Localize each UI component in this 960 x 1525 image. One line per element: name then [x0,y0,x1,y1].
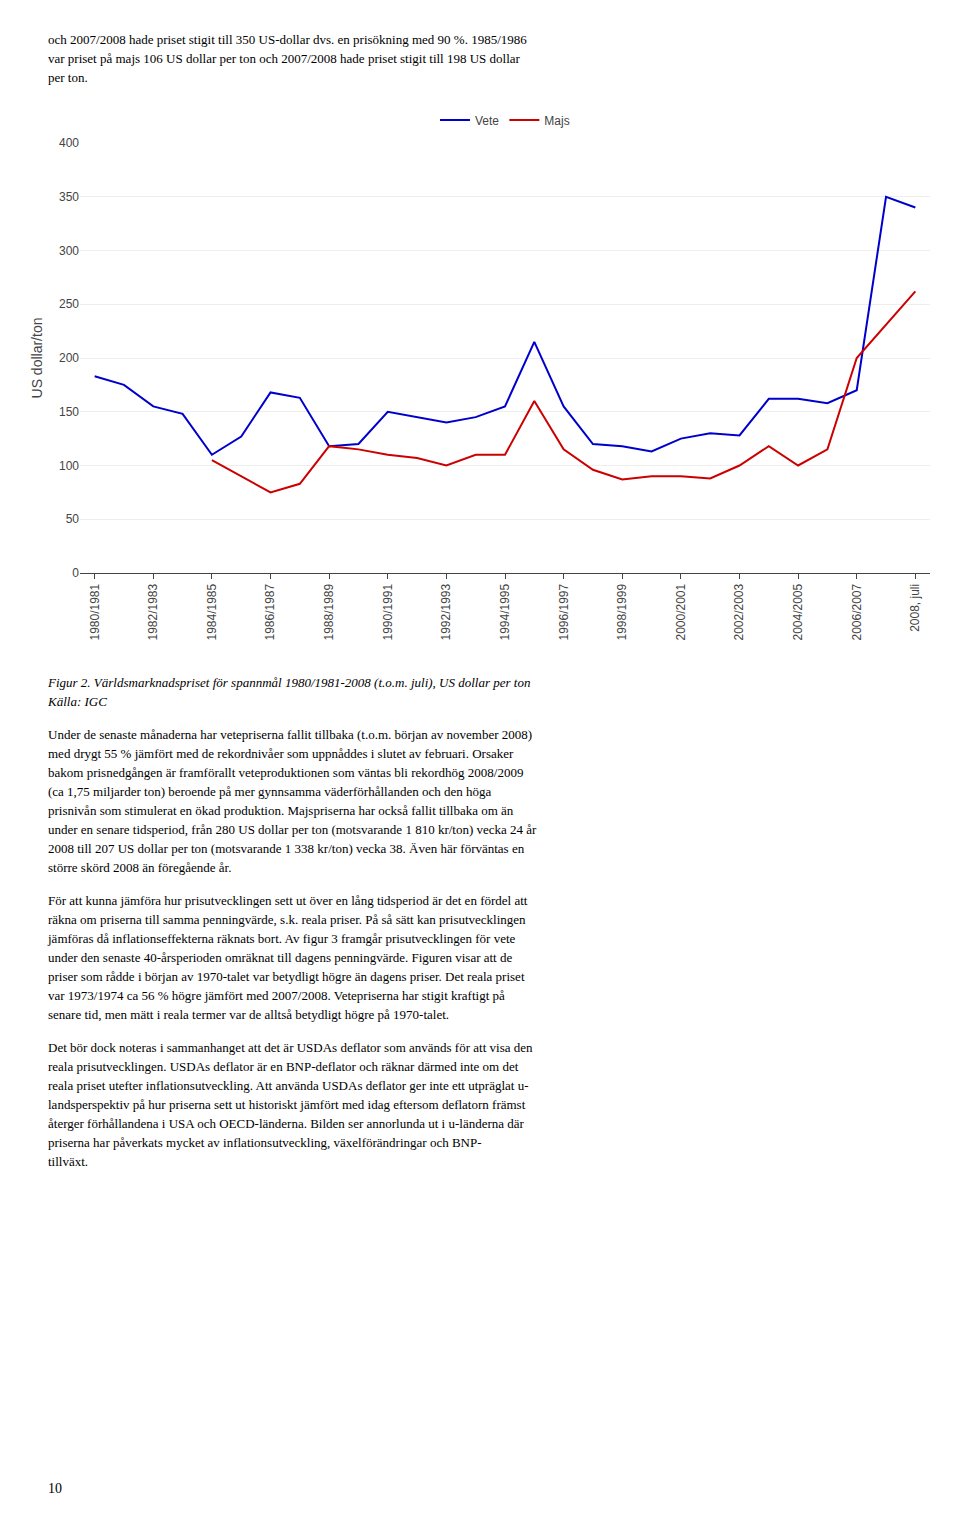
svg-text:300: 300 [59,244,79,258]
svg-text:1998/1999: 1998/1999 [615,583,629,640]
svg-text:2008, juli: 2008, juli [908,584,922,632]
html-text:och 2007/2008 hade priset stig: och 2007/2008 hade priset stigit till 35… [48,32,527,85]
html-text:10: 10 [48,1481,62,1496]
svg-text:400: 400 [59,136,79,150]
svg-text:1988/1989: 1988/1989 [322,583,336,640]
svg-text:50: 50 [66,512,80,526]
svg-text:US dollar/ton: US dollar/ton [29,318,45,399]
svg-text:350: 350 [59,190,79,204]
svg-text:2006/2007: 2006/2007 [850,583,864,640]
svg-text:1986/1987: 1986/1987 [263,583,277,640]
svg-text:2004/2005: 2004/2005 [791,583,805,640]
svg-text:1992/1993: 1992/1993 [439,583,453,640]
svg-text:2002/2003: 2002/2003 [732,583,746,640]
html-text:Figur 2. Världsmarknadspriset: Figur 2. Världsmarknadspriset för spannm… [48,675,531,690]
svg-text:250: 250 [59,297,79,311]
html-text:Det bör dock noteras i sammanh: Det bör dock noteras i sammanhanget att … [48,1040,533,1169]
html-text:Under de senaste månaderna har: Under de senaste månaderna har veteprise… [48,727,537,875]
svg-text:1982/1983: 1982/1983 [146,583,160,640]
svg-text:2000/2001: 2000/2001 [674,583,688,640]
svg-text:100: 100 [59,459,79,473]
svg-text:1984/1985: 1984/1985 [205,583,219,640]
svg-text:1994/1995: 1994/1995 [498,583,512,640]
html-text:För att kunna jämföra hur pris: För att kunna jämföra hur prisutveckling… [48,893,528,1022]
html-text:Källa: IGC: Källa: IGC [48,694,107,709]
svg-text:200: 200 [59,351,79,365]
svg-text:Vete: Vete [475,114,499,128]
svg-text:150: 150 [59,405,79,419]
svg-text:1996/1997: 1996/1997 [557,583,571,640]
svg-text:1990/1991: 1990/1991 [381,583,395,640]
svg-text:0: 0 [72,566,79,580]
svg-text:1980/1981: 1980/1981 [88,583,102,640]
svg-text:Majs: Majs [544,114,569,128]
